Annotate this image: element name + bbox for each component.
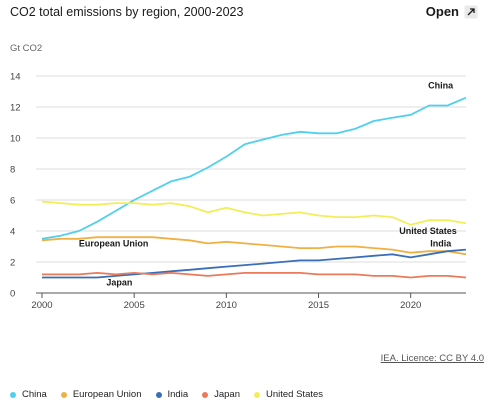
y-tick-label: 2 bbox=[10, 258, 15, 269]
y-tick-label: 6 bbox=[10, 196, 15, 207]
y-axis-ticks: 0 2 4 6 8 10 12 14 bbox=[10, 72, 21, 300]
legend-swatch bbox=[155, 391, 162, 398]
legend-label: European Union bbox=[72, 389, 142, 400]
legend-label: China bbox=[22, 389, 47, 400]
series-annotations: China European Union India Japan United Stat… bbox=[79, 80, 457, 287]
legend-swatch bbox=[202, 391, 209, 398]
x-axis-ticks: 2000 2005 2010 2015 2020 bbox=[31, 293, 421, 311]
y-tick-label: 12 bbox=[10, 103, 21, 114]
y-tick-label: 14 bbox=[10, 72, 21, 83]
annotation-india: India bbox=[430, 239, 452, 249]
chart-title: CO2 total emissions by region, 2000-2023 bbox=[10, 5, 244, 19]
open-button-label: Open bbox=[425, 4, 459, 19]
grid-lines bbox=[36, 75, 466, 294]
x-tick-label: 2010 bbox=[216, 300, 237, 311]
legend-swatch bbox=[254, 391, 260, 398]
series-line-india[interactable] bbox=[42, 248, 467, 279]
licence-link[interactable]: IEA. Licence: CC BY 4.0 bbox=[380, 353, 484, 364]
x-tick-label: 2005 bbox=[124, 300, 145, 311]
x-tick-label: 2015 bbox=[308, 300, 329, 311]
legend-item-united-states[interactable]: United States bbox=[254, 389, 323, 400]
y-tick-label: 4 bbox=[10, 227, 15, 238]
open-button[interactable]: Open bbox=[426, 4, 478, 19]
legend-swatch bbox=[60, 391, 67, 398]
legend-item-japan[interactable]: Japan bbox=[202, 389, 240, 400]
legend-item-india[interactable]: India bbox=[155, 389, 189, 400]
external-expand-icon bbox=[464, 5, 478, 18]
legend-item-european-union[interactable]: European Union bbox=[60, 389, 142, 400]
y-tick-label: 0 bbox=[10, 289, 15, 300]
y-tick-label: 8 bbox=[10, 165, 15, 176]
y-tick-label: 10 bbox=[10, 134, 21, 145]
annotation-japan: Japan bbox=[106, 277, 132, 287]
annotation-united-states: United States bbox=[399, 226, 457, 236]
series-line-japan[interactable] bbox=[42, 271, 467, 279]
legend-label: United States bbox=[266, 389, 324, 400]
legend-item-china[interactable]: China bbox=[10, 389, 47, 400]
series-line-united-states[interactable] bbox=[41, 200, 467, 226]
legend-label: India bbox=[167, 389, 189, 400]
x-tick-label: 2020 bbox=[400, 300, 421, 311]
x-tick-label: 2000 bbox=[31, 300, 52, 311]
annotation-european-union: European Union bbox=[79, 239, 149, 249]
legend: China European Union India Japan United Stat… bbox=[10, 389, 323, 400]
annotation-china: China bbox=[428, 80, 454, 90]
series-line-european-union[interactable] bbox=[41, 236, 467, 256]
legend-swatch bbox=[10, 391, 16, 398]
legend-label: Japan bbox=[214, 389, 240, 400]
series-line-china[interactable] bbox=[41, 96, 467, 240]
y-axis-unit-label: Gt CO2 bbox=[10, 43, 42, 54]
series-lines bbox=[41, 96, 467, 279]
